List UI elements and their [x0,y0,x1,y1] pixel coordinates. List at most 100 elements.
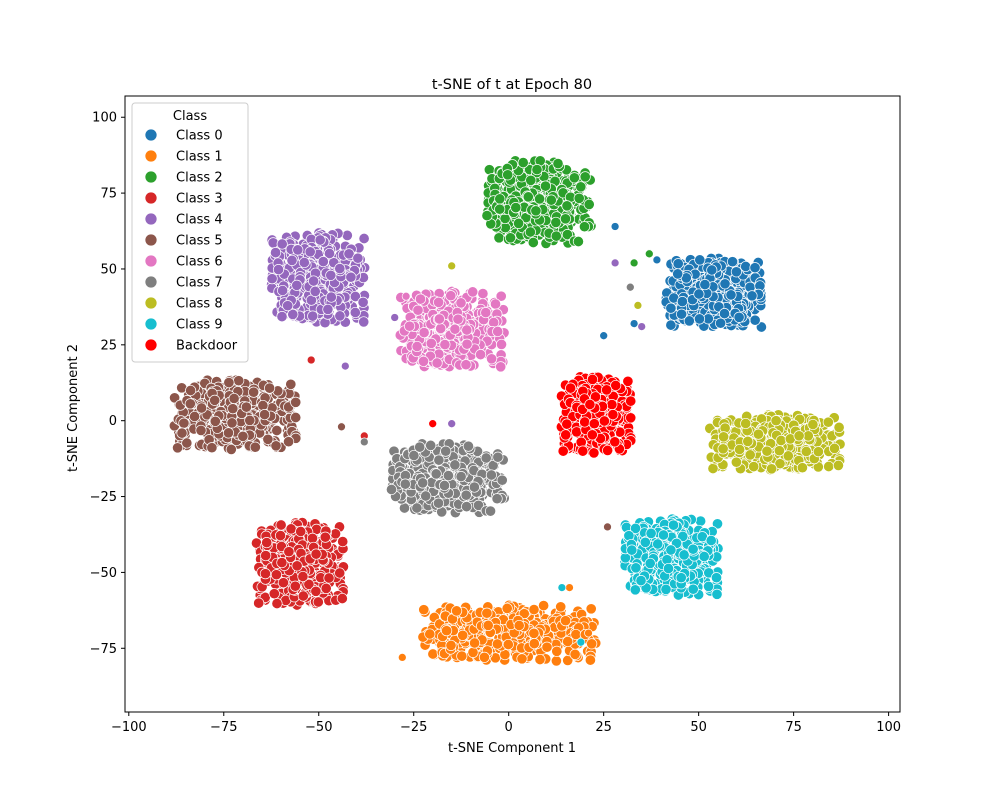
scatter-point [261,537,273,549]
scatter-point [297,570,309,583]
scatter-point [693,288,705,300]
scatter-point [260,550,272,562]
scatter-point [531,164,543,176]
scatter-point [352,252,364,264]
scatter-point [274,530,287,542]
scatter-point [513,217,525,229]
scatter-point [341,229,353,241]
scatter-point [552,158,564,170]
scatter-point [322,303,334,315]
scatter-point [291,560,303,572]
scatter-point [417,355,430,367]
scatter-point [541,641,553,653]
scatter-point [358,316,370,328]
outlier-point [637,322,647,331]
outlier-point [565,583,574,592]
scatter-point [555,601,567,613]
scatter-point [572,235,584,248]
scatter-point [209,415,221,427]
scatter-point [725,289,737,301]
scatter-point [491,493,503,505]
scatter-point [530,205,542,217]
scatter-point [334,567,346,579]
scatter-point [699,279,711,291]
outlier-point [584,628,593,638]
scatter-point [495,361,507,373]
scatter-point [742,435,754,447]
scatter-point [462,440,474,452]
scatter-point [460,359,472,371]
scatter-point [828,442,841,454]
scatter-point [414,293,427,305]
scatter-point [452,313,464,325]
scatter-point [358,232,370,245]
scatter-point [522,191,534,203]
scatter-point [494,203,506,215]
scatter-point [334,310,346,322]
scatter-point [718,431,730,443]
scatter-point [314,234,326,246]
scatter-point [418,327,430,339]
scatter-point [430,468,442,480]
scatter-point [796,462,808,474]
scatter-point [562,635,574,648]
scatter-point [460,489,472,501]
scatter-point [527,236,539,249]
scatter-point [545,194,557,206]
scatter-point [289,580,301,592]
scatter-point [271,424,283,437]
scatter-point [290,411,302,424]
scatter-point [534,653,546,666]
scatter-point [185,384,197,397]
scatter-point [502,638,514,651]
scatter-point [833,421,845,433]
x-axis-label: t-SNE Component 1 [448,741,576,756]
scatter-point [744,449,756,461]
scatter-point [195,424,207,436]
scatter-point [551,645,563,657]
scatter-point [539,180,552,192]
scatter-point [286,254,298,266]
scatter-point [561,200,573,212]
scatter-point [290,396,302,408]
scatter-point [676,296,688,308]
scatter-point [719,278,731,290]
scatter-point [730,456,742,468]
scatter-point [469,637,481,649]
scatter-point [569,648,581,660]
outlier-point [629,258,639,268]
scatter-point [711,588,723,600]
outlier-point [599,331,609,341]
scatter-point [467,286,479,298]
scatter-point [455,297,467,309]
scatter-point [233,375,245,387]
scatter-point [752,428,764,440]
outlier-point [610,222,620,231]
scatter-point [417,477,429,489]
scatter-point [310,585,322,597]
scatter-point [492,325,504,338]
scatter-point [703,580,715,592]
scatter-point [283,546,295,558]
scatter-point [266,273,278,285]
scatter-point [715,317,727,329]
scatter-point [528,638,540,650]
scatter-point [746,290,758,302]
chart-title: t-SNE of t at Epoch 80 [432,77,592,93]
series-class-0 [599,222,767,341]
scatter-point [734,443,746,456]
scatter-point [695,515,707,527]
scatter-point [249,441,261,453]
scatter-point [427,648,439,660]
scatter-point [525,174,537,186]
scatter-point [431,357,443,369]
scatter-point [309,285,321,297]
scatter-point [297,590,309,602]
scatter-point [433,313,445,325]
scatter-point [707,462,719,475]
outlier-point [625,282,635,292]
scatter-point [524,226,536,238]
scatter-points [168,155,846,667]
